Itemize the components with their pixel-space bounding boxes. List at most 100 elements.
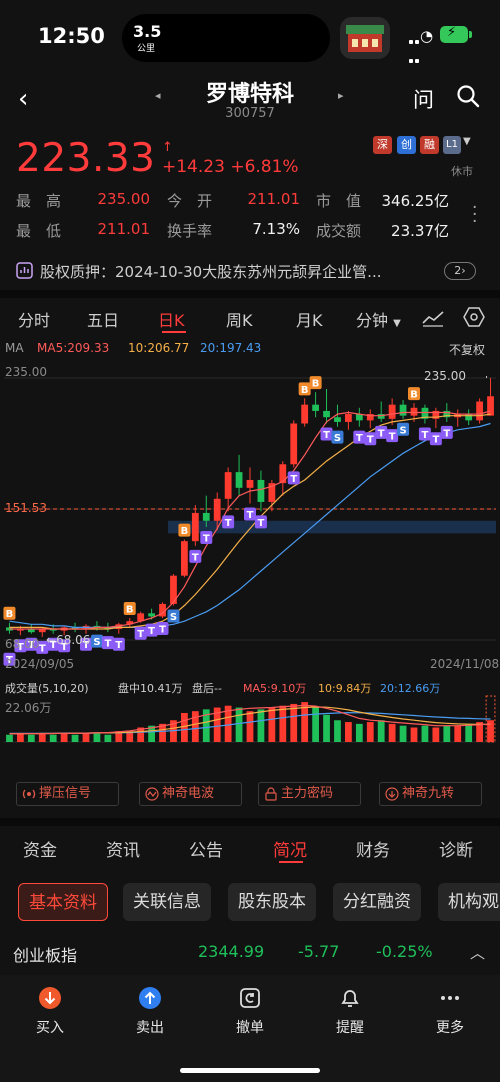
chevron-down-icon[interactable]: ▼ — [463, 136, 471, 147]
signal-label: S — [334, 433, 341, 444]
draw-line-icon[interactable] — [421, 309, 445, 327]
stat-label: 最 低 — [16, 222, 62, 240]
signal-marker-t — [14, 639, 27, 653]
tab-financials[interactable]: 财务 — [356, 841, 390, 861]
candle-body — [312, 404, 319, 411]
candle-body — [410, 407, 418, 416]
home-indicator — [180, 1068, 320, 1073]
candle-body — [224, 472, 232, 499]
x-axis-end-label: 2024/11/08 — [430, 657, 500, 671]
cancel-order-icon — [240, 988, 260, 1008]
pledge-notice[interactable]: 股权质押：2024-10-30大股东苏州元颉昇企业管... — [40, 263, 382, 281]
signal-label: T — [17, 642, 24, 653]
distance-unit: 公里 — [137, 44, 156, 54]
chip-institutions[interactable]: 机构观 — [438, 883, 500, 921]
tool-support-pressure[interactable]: 撑压信号 — [16, 782, 119, 806]
buy-button[interactable]: 买入 — [10, 985, 90, 1037]
index-value: 2344.99 — [198, 942, 265, 961]
tab-five-day[interactable]: 五日 — [87, 311, 120, 330]
tab-weekly-k[interactable]: 周K — [226, 311, 253, 330]
volume-bar — [148, 725, 155, 742]
signal-marker-b — [298, 382, 311, 396]
tab-daily-k[interactable]: 日K — [158, 311, 185, 330]
signal-label: T — [115, 640, 122, 651]
candle-body — [476, 401, 483, 421]
chip-dividends[interactable]: 分红融资 — [333, 883, 421, 921]
bell-icon — [341, 990, 359, 1007]
tab-funds[interactable]: 资金 — [23, 841, 57, 861]
chip-related-info[interactable]: 关联信息 — [123, 883, 211, 921]
chip-basic-info[interactable]: 基本资料 — [18, 883, 108, 921]
tab-news[interactable]: 资讯 — [106, 841, 140, 861]
signal-marker-t — [3, 652, 16, 666]
signal-marker-t — [101, 636, 114, 650]
chevron-up-icon[interactable]: ︿ — [470, 944, 486, 962]
tab-intraday[interactable]: 分时 — [18, 311, 51, 330]
tab-monthly-k[interactable]: 月K — [296, 311, 323, 330]
signal-marker-b — [309, 376, 322, 390]
signal-label: T — [192, 552, 199, 563]
nine-turn-icon — [385, 787, 399, 801]
chip-shareholders[interactable]: 股东股本 — [228, 883, 316, 921]
candle-body — [432, 410, 440, 419]
previous-stock-icon[interactable]: ◂ — [155, 89, 161, 102]
index-name[interactable]: 创业板指 — [13, 946, 78, 965]
tab-announcements[interactable]: 公告 — [189, 841, 223, 861]
tool-magic-wave[interactable]: 神奇电波 — [139, 782, 242, 806]
volume-bar — [6, 734, 13, 742]
volume-bar — [487, 720, 494, 742]
chart-settings-icon[interactable] — [463, 307, 485, 327]
tool-nine-turns[interactable]: 神奇九转 — [379, 782, 482, 806]
candle-body — [148, 613, 155, 617]
signal-label: T — [247, 510, 254, 521]
next-stock-icon[interactable]: ▸ — [338, 89, 344, 102]
notice-count-badge[interactable]: 2› — [444, 262, 476, 280]
volume-ma5: MA5:9.10万 — [243, 682, 307, 695]
signal-label: T — [203, 534, 210, 545]
volume-bar — [312, 707, 319, 742]
signal-label: S — [399, 425, 406, 436]
ask-button[interactable]: 问 — [413, 88, 434, 112]
volume-bar — [60, 732, 68, 742]
ma10-value: 10:206.77 — [128, 341, 190, 355]
signal-label: B — [312, 379, 320, 390]
volume-bar — [355, 723, 363, 742]
alert-button[interactable]: 提醒 — [310, 985, 390, 1037]
more-stats-icon[interactable]: · · · — [472, 198, 478, 232]
more-button[interactable]: 更多 — [410, 985, 490, 1037]
stock-code: 300757 — [225, 106, 275, 121]
volume-bar — [443, 725, 451, 742]
wave-icon — [145, 787, 159, 801]
live-activity-thumbnail[interactable] — [340, 17, 390, 59]
tab-profile[interactable]: 简况 — [273, 841, 307, 861]
volume-bar — [432, 727, 440, 742]
status-bar: 12:50 3.5 公里 ◔ ⚡ — [0, 0, 500, 70]
volume-bar — [235, 707, 243, 742]
signal-label: T — [39, 643, 46, 654]
tab-diagnosis[interactable]: 诊断 — [439, 841, 473, 861]
support-zone — [168, 520, 496, 534]
back-icon[interactable]: ‹ — [18, 84, 29, 114]
candle-body — [246, 479, 254, 488]
signal-label: T — [389, 432, 396, 443]
search-icon[interactable] — [456, 84, 480, 108]
signal-marker-t — [25, 637, 38, 651]
cancel-order-button[interactable]: 撤单 — [210, 985, 290, 1037]
volume-bar — [224, 705, 232, 742]
signal-label: B — [126, 605, 134, 616]
tag-level1[interactable]: L1 — [443, 136, 461, 154]
ma20-value: 20:197.43 — [200, 341, 262, 355]
signal-marker-t — [58, 639, 71, 653]
candle-body — [443, 410, 451, 418]
adjust-mode-button[interactable]: 不复权 — [449, 343, 486, 357]
tab-minute[interactable]: 分钟 ▼ — [356, 311, 401, 330]
signal-marker-t — [222, 515, 235, 529]
dynamic-island[interactable] — [122, 14, 330, 62]
volume-axis-top: 22.06万 — [5, 701, 52, 715]
volume-bar — [268, 707, 276, 742]
volume-bar — [410, 727, 418, 742]
volume-bar — [388, 723, 396, 742]
tool-main-force-code[interactable]: 主力密码 — [258, 782, 361, 806]
sell-button[interactable]: 卖出 — [110, 985, 190, 1037]
